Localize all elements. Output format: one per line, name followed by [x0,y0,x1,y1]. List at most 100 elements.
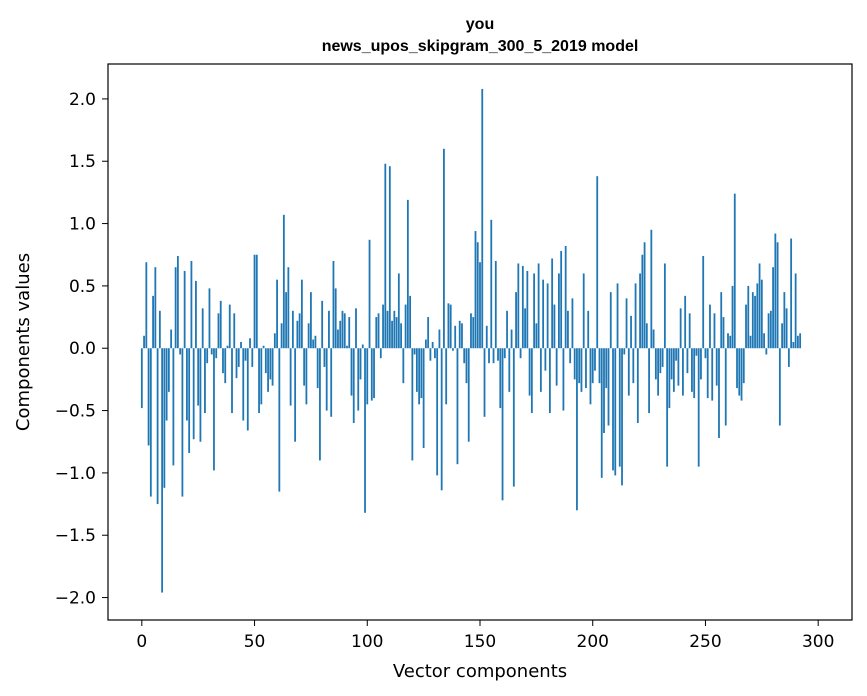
bar-component-106 [379,348,382,359]
bar-component-174 [533,273,536,349]
bar-component-164 [510,329,513,349]
bar-component-41 [233,313,236,349]
bar-component-168 [519,348,522,359]
bar-component-103 [373,348,375,399]
bar-component-166 [515,292,517,349]
bar-component-50 [253,254,256,349]
y-tick-label: 1.0 [69,215,96,235]
bar-component-3 [147,348,150,446]
bar-component-58 [271,348,274,386]
bar-component-276 [763,333,765,349]
bar-component-20 [186,348,188,421]
bar-component-78 [316,348,319,389]
bar-component-64 [285,292,288,349]
bar-component-289 [792,342,795,349]
bar-component-69 [296,320,299,349]
bar-component-102 [370,348,373,401]
bar-component-57 [269,348,272,380]
bar-component-48 [249,338,251,349]
bar-component-110 [388,166,391,349]
bar-component-193 [576,348,578,511]
bar-component-89 [341,310,344,349]
bar-component-97 [359,348,362,380]
y-tick-label: −1.0 [55,464,96,484]
bar-component-229 [657,348,660,396]
bar-component-208 [609,292,612,349]
bar-component-93 [350,348,353,396]
bar-component-92 [348,317,351,349]
bar-component-125 [422,348,425,448]
bar-component-91 [346,345,348,349]
bar-component-28 [204,348,206,414]
bar-component-155 [490,219,493,349]
bar-component-182 [551,258,554,349]
bar-component-4 [149,348,152,497]
bar-component-209 [612,348,614,471]
bar-component-13 [170,329,173,349]
bar-component-6 [154,267,157,349]
bar-component-277 [765,348,768,355]
bar-component-140 [456,348,459,465]
y-tick-label: 0.5 [69,277,96,297]
bar-component-76 [312,339,315,349]
bar-component-281 [774,233,777,349]
bar-component-141 [458,320,461,349]
bar-component-22 [190,260,193,349]
bar-component-169 [521,265,524,349]
y-tick-label: 2.0 [69,90,96,110]
bar-component-171 [526,270,529,349]
bar-component-290 [794,273,797,349]
bar-component-107 [382,304,384,349]
bar-component-206 [605,348,608,389]
bar-component-86 [334,288,337,349]
bar-component-18 [181,348,184,497]
bar-component-47 [246,348,249,431]
bar-component-223 [643,242,646,349]
bar-component-87 [337,329,339,349]
bar-component-192 [573,348,576,380]
bar-component-131 [436,348,439,476]
bar-component-288 [790,238,793,349]
bar-component-286 [785,308,788,349]
bar-component-161 [503,348,506,359]
bar-component-246 [695,348,698,356]
bar-component-260 [727,333,729,349]
bars-group [140,88,802,593]
bar-component-156 [492,348,495,364]
bar-component-274 [758,263,761,349]
bar-component-219 [634,283,637,349]
bar-component-14 [172,348,175,466]
bar-component-72 [303,348,306,386]
bar-component-150 [479,262,481,349]
bar-component-264 [736,348,738,389]
bar-component-112 [393,310,396,349]
bar-component-111 [391,320,393,349]
bar-component-160 [501,348,504,501]
bar-component-253 [711,348,714,401]
bar-component-40 [231,348,233,414]
bar-component-194 [578,348,581,384]
bar-component-84 [330,348,333,417]
bar-component-258 [722,317,725,349]
bar-component-51 [255,254,258,349]
bar-component-36 [222,348,224,374]
x-tick-label: 200 [577,632,609,652]
bar-component-120 [411,348,414,461]
bar-component-148 [474,231,477,349]
bar-component-152 [483,348,486,417]
bar-component-204 [600,348,603,478]
bar-component-96 [357,348,360,411]
bar-component-195 [580,348,583,392]
bar-component-154 [488,348,490,364]
bar-component-187 [562,348,565,411]
bar-component-238 [677,348,680,386]
bar-component-117 [404,304,407,349]
bar-component-23 [192,348,195,440]
bar-component-115 [400,323,402,349]
bar-component-128 [429,348,432,361]
bar-component-119 [409,295,412,349]
bar-component-59 [273,333,276,349]
bar-component-27 [201,308,204,349]
bar-component-44 [240,342,242,349]
